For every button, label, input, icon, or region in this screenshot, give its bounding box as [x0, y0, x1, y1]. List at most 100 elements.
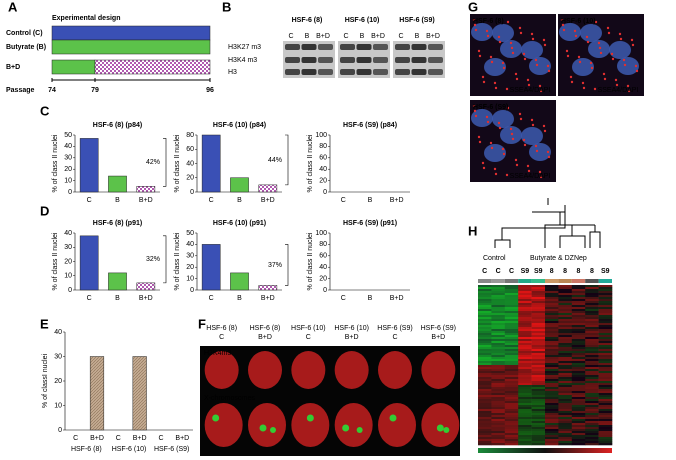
heat-cell [518, 361, 532, 364]
heat-cell [585, 373, 599, 376]
ssea4-dot [619, 37, 623, 41]
ssea4-dot [547, 155, 551, 159]
heat-cell [571, 385, 586, 388]
heat-cell [598, 293, 613, 296]
heat-cell [478, 365, 492, 368]
y-tick-label: 0 [58, 427, 62, 434]
heat-cell [545, 431, 559, 434]
blot-row-label: H3K4 m3 [228, 57, 257, 64]
panel-letter: C [40, 103, 50, 118]
heat-cell [478, 297, 492, 300]
x-spot [306, 414, 314, 422]
heat-cell [571, 401, 586, 404]
heat-cell [504, 389, 519, 392]
heat-cell [478, 341, 492, 344]
heat-cell [491, 349, 506, 352]
heat-cell [585, 417, 599, 420]
heat-cell [585, 329, 599, 332]
heat-cell [545, 393, 559, 396]
ssea4-dot [530, 118, 534, 122]
sample-bar [571, 279, 586, 283]
heat-cell [531, 319, 546, 322]
heat-cell [545, 305, 559, 308]
heat-cell [585, 331, 599, 334]
band [340, 44, 355, 50]
heat-cell [478, 319, 492, 322]
y-tick-label: 0 [68, 189, 72, 196]
heat-cell [585, 319, 599, 322]
y-tick-label: 30 [64, 244, 72, 251]
heat-cell [491, 431, 506, 434]
blot-header: HSF-6 (10) [345, 17, 380, 24]
lane-label: C [288, 33, 293, 40]
heat-cell [504, 407, 519, 410]
nucleus [484, 144, 506, 162]
heat-cell [478, 433, 492, 436]
heat-cell [531, 377, 546, 380]
heat-cell [504, 367, 519, 370]
ssea4-dot [486, 34, 490, 38]
heat-cell [571, 437, 586, 440]
heat-cell [531, 429, 546, 432]
y-tick-label: 40 [319, 264, 327, 271]
heat-cell [558, 397, 573, 400]
y-tick-label: 40 [64, 230, 72, 237]
heat-cell [558, 285, 573, 288]
heat-cell [518, 411, 532, 414]
ssea4-dot [573, 29, 577, 33]
chart-title: HSF-6 (10) (p91) [213, 220, 266, 227]
heat-cell [545, 285, 559, 288]
heat-cell [518, 425, 532, 428]
blot-row-label: H3K27 m3 [228, 44, 261, 51]
heat-cell [598, 327, 613, 330]
heat-cell [478, 411, 492, 414]
heat-cell [478, 371, 492, 374]
ssea4-dot [510, 46, 514, 50]
heat-cell [598, 297, 613, 300]
heat-cell [545, 291, 559, 294]
heat-cell [491, 377, 506, 380]
heat-cell [531, 401, 546, 404]
sample-bar [585, 279, 599, 283]
heat-cell [518, 393, 532, 396]
nucleus [500, 126, 522, 144]
heat-cell [491, 437, 506, 440]
x-tick-label: B+D [261, 197, 275, 204]
heat-cell [598, 377, 613, 380]
heat-cell [545, 419, 559, 422]
heat-cell [504, 297, 519, 300]
heat-cell [504, 327, 519, 330]
heat-cell [531, 307, 546, 310]
heat-cell [504, 363, 519, 366]
fish-header: C [306, 334, 311, 341]
heat-cell [571, 329, 586, 332]
lane-label: B+D [371, 33, 385, 40]
heat-cell [531, 373, 546, 376]
sample-bar [478, 279, 492, 283]
bar-bd-green [51, 59, 96, 75]
heat-cell [545, 355, 559, 358]
band [373, 57, 388, 63]
heat-cell [531, 297, 546, 300]
heat-cell [558, 389, 573, 392]
heat-cell [531, 311, 546, 314]
heat-cell [558, 409, 573, 412]
heat-cell [571, 397, 586, 400]
heat-cell [491, 387, 506, 390]
lane-label: B [360, 33, 365, 40]
heat-cell [491, 363, 506, 366]
heat-cell [598, 305, 613, 308]
heat-cell [491, 297, 506, 300]
band [411, 69, 427, 75]
heat-cell [558, 441, 573, 444]
heat-cell [558, 357, 573, 360]
heat-cell [491, 329, 506, 332]
heat-cell [558, 345, 573, 348]
heat-cell [585, 301, 599, 304]
heat-cell [491, 403, 506, 406]
heat-cell [585, 415, 599, 418]
x-tick-label: B [368, 295, 373, 302]
band [285, 57, 300, 63]
heat-cell [478, 345, 492, 348]
heat-cell [545, 391, 559, 394]
